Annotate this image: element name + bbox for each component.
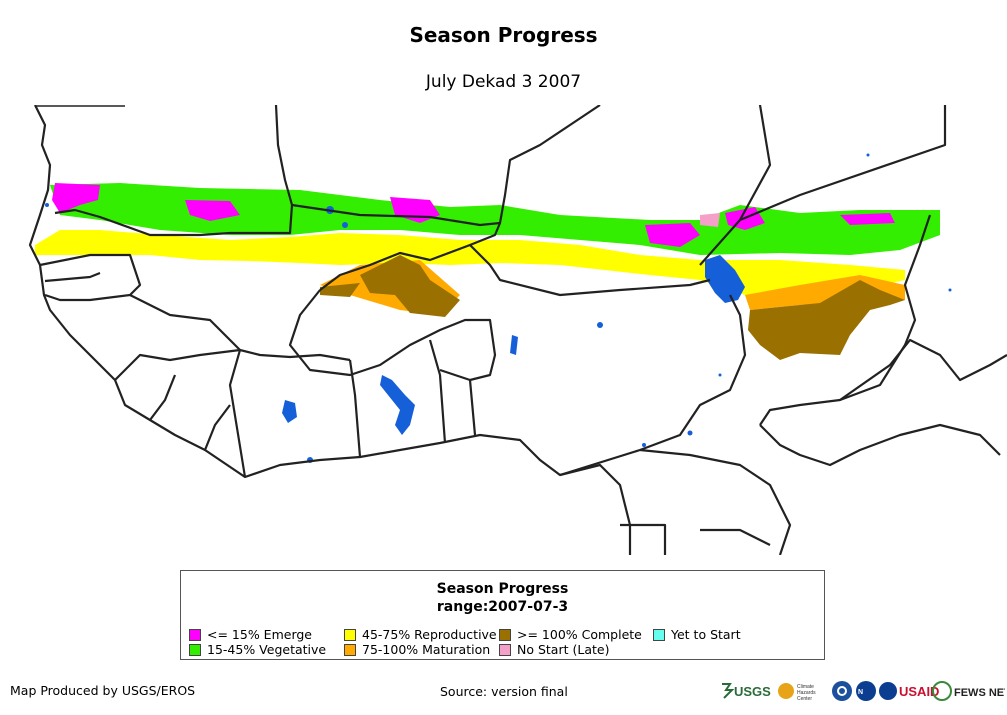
svg-text:FEWS NET: FEWS NET [954, 687, 1005, 699]
complete-patch [748, 280, 905, 360]
border-niger-nigeria [469, 244, 711, 297]
legend-label: <= 15% Emerge [207, 627, 312, 642]
border-chad-sudan [759, 214, 932, 426]
legend-title-line2: range:2007-07-3 [436, 599, 569, 615]
svg-text:Climate: Climate [797, 684, 814, 690]
reproductive-band [35, 230, 905, 295]
usaid-logo: USAID [879, 682, 939, 700]
legend-swatch [499, 643, 511, 656]
legend-swatch [653, 628, 665, 641]
border-liberia-sierra [149, 374, 231, 451]
legend-item-maturation: 75-100% Maturation [344, 642, 490, 657]
legend-label: >= 100% Complete [517, 627, 642, 642]
svg-text:Center: Center [797, 696, 812, 702]
chc-logo: Climate Hazards Center [778, 683, 816, 702]
svg-text:N: N [858, 689, 863, 696]
legend-item-reproductive: 45-75% Reproductive [344, 627, 497, 642]
complete-patch [320, 283, 360, 297]
legend-item-yet-to-start: Yet to Start [653, 627, 741, 642]
coastline-west [28, 105, 632, 555]
legend-item-vegetative: 15-45% Vegetative [189, 642, 326, 657]
season-progress-map [28, 105, 1007, 555]
complete-patch [360, 255, 460, 317]
border-senegal [39, 253, 142, 302]
border-mali-niger [319, 222, 502, 291]
kainji-lake [510, 335, 518, 355]
vegetative-band [50, 183, 940, 255]
fews-net-logo: FEWS NET [932, 681, 1005, 701]
emerge-patch [645, 223, 700, 247]
usgs-logo: USGS [722, 683, 771, 699]
border-nigeria-cameroon [559, 294, 747, 477]
border-togo-benin [428, 339, 477, 444]
map-title: Season Progress [409, 23, 598, 47]
legend-label: 45-75% Reproductive [362, 627, 497, 642]
lake-chad [705, 255, 745, 303]
border-congo-gabon [620, 448, 792, 555]
legend: Season Progress range:2007-07-3 <= 15% E… [180, 570, 825, 660]
legend-title: Season Progress range:2007-07-3 [181, 580, 824, 616]
legend-item-no-start: No Start (Late) [499, 642, 609, 657]
border-gambia [44, 271, 101, 283]
progress-bands [35, 183, 940, 360]
emerge-patch [52, 183, 100, 213]
border-mauritania-mali [54, 105, 294, 237]
border-niger-chad-libya [699, 105, 772, 266]
noaa-logo [832, 681, 852, 701]
legend-label: 75-100% Maturation [362, 642, 491, 657]
border-burkina-faso [288, 289, 497, 382]
map-subtitle: July Dekad 3 2007 [425, 72, 582, 92]
source-text: Source: version final [440, 684, 568, 699]
legend-label: No Start (Late) [517, 642, 610, 657]
legend-swatch [189, 643, 201, 656]
border-chad [739, 105, 947, 222]
no-start-patch [700, 213, 720, 227]
svg-text:USGS: USGS [734, 684, 771, 699]
border-guinea [114, 294, 241, 381]
legend-label: 15-45% Vegetative [207, 642, 327, 657]
legend-swatch [499, 628, 511, 641]
water-bodies [45, 153, 952, 463]
lake-volta [380, 375, 415, 435]
legend-title-line1: Season Progress [436, 581, 569, 597]
border-mali-algeria [291, 105, 601, 227]
legend-swatch [344, 628, 356, 641]
legend-label: Yet to Start [671, 627, 741, 642]
svg-text:USAID: USAID [899, 684, 939, 699]
partner-logos: USGS Climate Hazards Center N USAID FEWS… [722, 681, 1005, 702]
nasa-logo: N [856, 681, 876, 701]
border-ivory-coast [228, 348, 351, 478]
legend-item-complete: >= 100% Complete [499, 627, 642, 642]
lake-kossou [282, 400, 297, 423]
emerge-patch [840, 213, 895, 225]
legend-swatch [344, 643, 356, 656]
border-car [759, 338, 1007, 467]
legend-item-emerge: <= 15% Emerge [189, 627, 312, 642]
emerge-patch [185, 200, 240, 221]
produced-by-text: Map Produced by USGS/EROS [10, 683, 196, 698]
border-ghana [348, 359, 362, 458]
legend-swatch [189, 628, 201, 641]
country-boundaries [28, 105, 1007, 555]
svg-text:Hazards: Hazards [797, 690, 816, 696]
